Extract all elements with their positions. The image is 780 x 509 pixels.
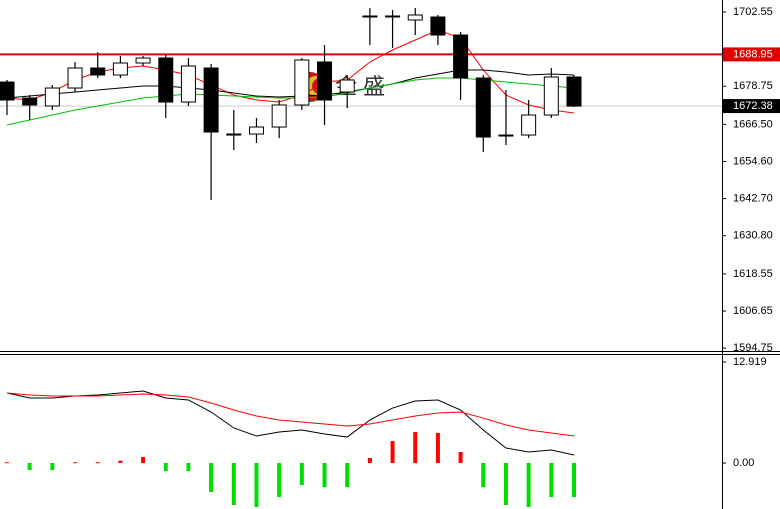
histogram-bar <box>141 456 146 464</box>
candle-body <box>22 97 38 106</box>
price-label-bg <box>723 47 780 62</box>
y-tick-label: 1606.65 <box>733 305 773 317</box>
candle-body <box>566 76 582 107</box>
histogram-bar <box>50 463 55 471</box>
candle-body <box>430 16 446 36</box>
histogram-bar <box>549 463 554 498</box>
histogram-bar <box>322 463 327 488</box>
candle-body <box>521 114 537 136</box>
candle-body <box>0 81 15 101</box>
candle-body <box>203 67 219 133</box>
y-tick-label: 0.00 <box>733 457 754 469</box>
candle-body <box>180 65 196 103</box>
y-tick-label: 12.919 <box>733 356 767 368</box>
candle-body <box>475 77 491 138</box>
histogram-bar <box>118 460 123 464</box>
candle-body <box>112 62 128 76</box>
candle-body <box>407 14 423 21</box>
indicator-line <box>6 69 575 99</box>
indicator-line <box>6 392 575 437</box>
histogram-bar <box>73 462 78 464</box>
candle-body <box>67 67 83 89</box>
indicator-line <box>6 390 575 456</box>
candle-body <box>226 133 242 136</box>
y-tick-label: 1630.80 <box>733 230 773 242</box>
candle-body <box>271 104 287 128</box>
histogram-bar <box>231 463 236 506</box>
candle-body <box>248 126 264 135</box>
histogram-bar <box>413 432 418 464</box>
histogram-bar <box>254 463 259 508</box>
y-tick-label: 1594.75 <box>733 342 773 354</box>
y-tick-label: 1666.50 <box>733 118 773 130</box>
price-label: 1672.38 <box>733 100 773 112</box>
histogram-bar <box>27 463 32 471</box>
price-label-bg <box>723 99 780 114</box>
histogram-bar <box>526 463 531 508</box>
histogram-bar <box>277 463 282 498</box>
histogram-bar <box>435 432 440 464</box>
histogram-bar <box>299 463 304 485</box>
histogram-bar <box>345 463 350 488</box>
histogram-bar <box>367 458 372 464</box>
candle-body <box>90 67 106 76</box>
histogram-bar <box>186 463 191 471</box>
histogram-bar <box>481 463 486 488</box>
y-tick-label: 1678.75 <box>733 80 773 92</box>
candle-body <box>135 57 151 64</box>
candle-body <box>294 59 310 106</box>
candle-body <box>453 34 469 79</box>
candle-body <box>543 76 559 116</box>
histogram-bar <box>503 463 508 506</box>
histogram-bar <box>163 463 168 471</box>
histogram-bar <box>209 463 214 493</box>
candle-body <box>339 79 355 93</box>
histogram-bar <box>572 463 576 498</box>
histogram-bar <box>458 451 463 464</box>
candle-body <box>498 134 514 137</box>
y-tick-label: 1618.55 <box>733 268 773 280</box>
histogram-bar <box>5 462 9 464</box>
candle-body <box>362 15 378 18</box>
histogram-bar <box>95 462 100 464</box>
y-tick-label: 1702.55 <box>733 6 773 18</box>
histogram-bar <box>390 441 395 464</box>
price-label: 1688.95 <box>733 48 773 60</box>
candle-body <box>385 15 401 18</box>
y-tick-label: 1642.70 <box>733 193 773 205</box>
candle-body <box>44 87 60 107</box>
candle-body <box>158 57 174 103</box>
y-tick-label: 1654.60 <box>733 155 773 167</box>
candle-body <box>317 61 333 101</box>
